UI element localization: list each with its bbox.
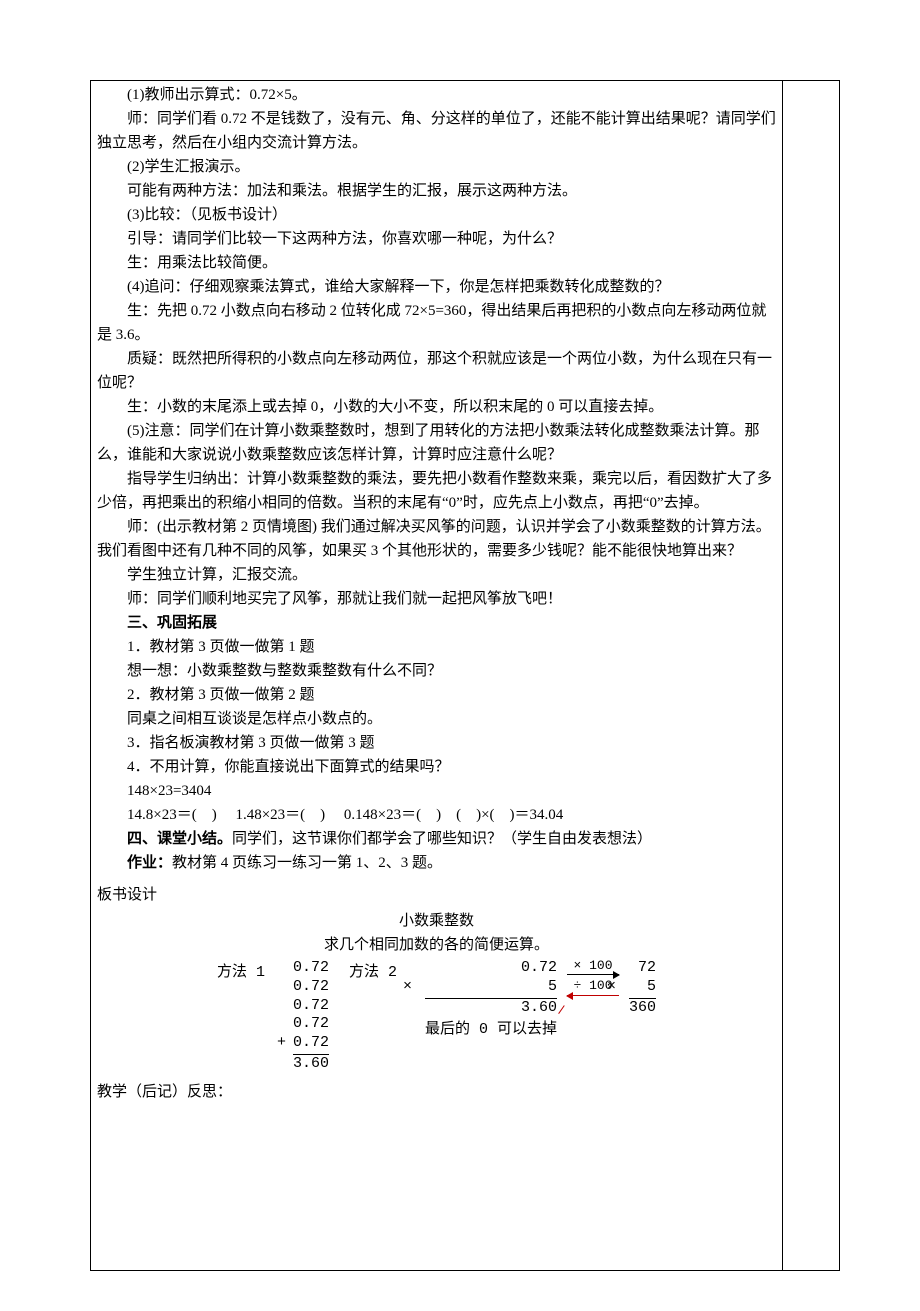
sum: 3.60 — [293, 1054, 329, 1074]
para: 生：小数的末尾添上或去掉 0，小数的大小不变，所以积末尾的 0 可以直接去掉。 — [97, 395, 776, 419]
board-diagram: 方法 1 0.72 0.72 0.72 0.72 0.72 3.60 方法 2 … — [97, 959, 776, 1074]
product: 3.60 — [425, 998, 557, 1018]
document-frame: (1)教师出示算式：0.72×5。 师：同学们看 0.72 不是钱数了，没有元、… — [90, 80, 840, 1271]
multiplicand: 0.72 — [425, 959, 557, 978]
exercise-item: 4．不用计算，你能直接说出下面算式的结果吗？ — [97, 755, 776, 779]
para: 师：(出示教材第 2 页情境图) 我们通过解决买风筝的问题，认识并学会了小数乘整… — [97, 515, 776, 563]
exercise-item: 同桌之间相互谈谈是怎样点小数点的。 — [97, 707, 776, 731]
method-1-label: 方法 1 — [217, 961, 273, 985]
para: (2)学生汇报演示。 — [97, 155, 776, 179]
exercise-item: 3．指名板演教材第 3 页做一做第 3 题 — [97, 731, 776, 755]
para: 学生独立计算，汇报交流。 — [97, 563, 776, 587]
board-title: 小数乘整数 — [97, 909, 776, 933]
para: 指导学生归纳出：计算小数乘整数的乘法，要先把小数看作整数来乘，乘完以后，看因数扩… — [97, 467, 776, 515]
addend: 0.72 — [293, 1015, 329, 1034]
homework-text: 教材第 4 页练习一练习一第 1、2、3 题。 — [172, 855, 442, 871]
exercise-item: 想一想：小数乘整数与整数乘整数有什么不同？ — [97, 659, 776, 683]
section-4-title: 四、课堂小结。同学们，这节课你们都学会了哪些知识？（学生自由发表想法） — [97, 827, 776, 851]
section-4-label: 四、课堂小结。 — [127, 831, 232, 847]
multiplicand: 72 — [629, 959, 656, 978]
reflection-blank-area — [97, 1104, 776, 1264]
zero-note: 最后的 0 可以去掉 — [425, 1021, 557, 1040]
section-3-title: 三、巩固拓展 — [97, 611, 776, 635]
method-2-label: 方法 2 — [349, 961, 405, 985]
teaching-reflection-label: 教学（后记）反思： — [97, 1080, 776, 1104]
para: 师：同学们顺利地买完了风筝，那就让我们就一起把风筝放飞吧！ — [97, 587, 776, 611]
exercise-item: 2．教材第 3 页做一做第 2 题 — [97, 683, 776, 707]
addend: 0.72 — [293, 997, 329, 1016]
para: 生：先把 0.72 小数点向右移动 2 位转化成 72×5=360，得出结果后再… — [97, 299, 776, 347]
para: 师：同学们看 0.72 不是钱数了，没有元、角、分这样的单位了，还能不能计算出结… — [97, 107, 776, 155]
product-value: 3.60 — [521, 999, 557, 1016]
section-4-text: 同学们，这节课你们都学会了哪些知识？（学生自由发表想法） — [232, 831, 652, 847]
addend-last: 0.72 — [293, 1034, 329, 1053]
method-1-addition-stack: 0.72 0.72 0.72 0.72 0.72 3.60 — [293, 959, 329, 1074]
para: (5)注意：同学们在计算小数乘整数时，想到了用转化的方法把小数乘法转化成整数乘法… — [97, 419, 776, 467]
side-column — [783, 81, 839, 1270]
main-column: (1)教师出示算式：0.72×5。 师：同学们看 0.72 不是钱数了，没有元、… — [91, 81, 783, 1270]
arrow-times-100: × 100 — [563, 959, 623, 975]
method-2-left-stack: 0.72 5 3.60 最后的 0 可以去掉 — [425, 959, 557, 1040]
multiplier: 5 — [629, 978, 656, 997]
board-subtitle: 求几个相同加数的各的简便运算。 — [97, 933, 776, 957]
arrow-top-label: × 100 — [573, 959, 612, 973]
addend: 0.72 — [293, 959, 329, 978]
para: (3)比较：（见板书设计） — [97, 203, 776, 227]
board-design-label: 板书设计 — [97, 883, 776, 907]
para: (4)追问：仔细观察乘法算式，谁给大家解释一下，你是怎样把乘数转化成整数的？ — [97, 275, 776, 299]
equation-line: 14.8×23＝( ) 1.48×23＝( ) 0.148×23＝( ) ( )… — [97, 803, 776, 827]
exercise-item: 1．教材第 3 页做一做第 1 题 — [97, 635, 776, 659]
arrow-right-icon — [567, 974, 619, 975]
product: 360 — [629, 998, 656, 1018]
para: 引导：请同学们比较一下这两种方法，你喜欢哪一种呢，为什么？ — [97, 227, 776, 251]
multiplier: 5 — [425, 978, 557, 997]
method-2-right-stack: 72 5 360 — [629, 959, 656, 1017]
equation-line: 148×23=3404 — [97, 779, 776, 803]
homework-label: 作业： — [127, 855, 172, 871]
para: (1)教师出示算式：0.72×5。 — [97, 83, 776, 107]
para: 生：用乘法比较简便。 — [97, 251, 776, 275]
addend: 0.72 — [293, 978, 329, 997]
para: 质疑：既然把所得积的小数点向左移动两位，那这个积就应该是一个两位小数，为什么现在… — [97, 347, 776, 395]
method-2-group: 0.72 5 3.60 最后的 0 可以去掉 × 100 ÷ 100 — [425, 959, 656, 1074]
para: 可能有两种方法：加法和乘法。根据学生的汇报，展示这两种方法。 — [97, 179, 776, 203]
homework-line: 作业：教材第 4 页练习一练习一第 1、2、3 题。 — [97, 851, 776, 875]
